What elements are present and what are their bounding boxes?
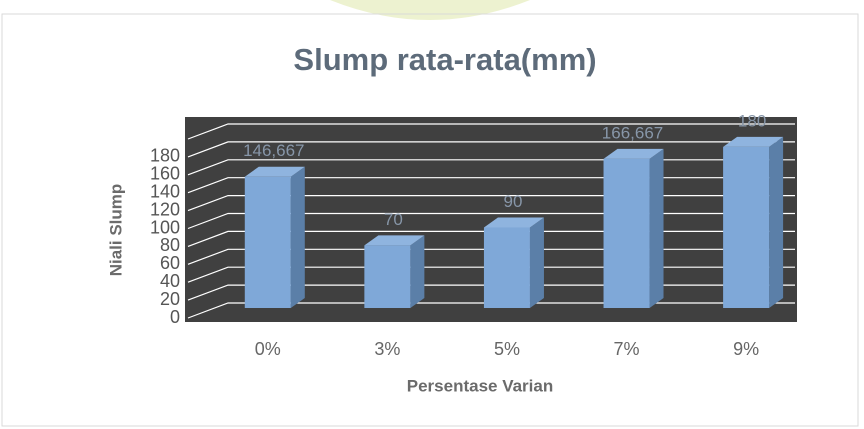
- bar-front: [483, 227, 530, 308]
- watermark: [330, 0, 530, 20]
- grid-frame: [187, 123, 795, 140]
- bar-top: [364, 235, 425, 246]
- y-tick-label: 140: [150, 181, 180, 201]
- bar-front: [244, 176, 291, 308]
- x-tick-label: 0%: [255, 339, 281, 359]
- y-tick-label: 60: [160, 253, 180, 273]
- y-tick-label: 20: [160, 289, 180, 309]
- y-tick-label: 160: [150, 164, 180, 184]
- x-tick-label: 9%: [733, 339, 759, 359]
- data-label: 70: [384, 210, 403, 229]
- y-tick-label: 0: [170, 307, 180, 327]
- bar-top: [723, 136, 784, 147]
- bar: [723, 136, 784, 308]
- y-axis-label: Niali Slump: [106, 184, 125, 277]
- bar-side: [769, 136, 784, 308]
- y-tick-label: 80: [160, 235, 180, 255]
- data-label: 146,667: [243, 141, 304, 160]
- x-tick-label: 3%: [374, 339, 400, 359]
- bar-front: [723, 146, 770, 308]
- y-tick-label: 180: [150, 146, 180, 166]
- bar-top: [244, 166, 305, 177]
- bar: [244, 166, 305, 308]
- x-axis-label: Persentase Varian: [407, 376, 553, 395]
- bar-front: [364, 245, 411, 308]
- bar-top: [483, 217, 544, 228]
- x-tick-label: 7%: [614, 339, 640, 359]
- data-label: 90: [503, 192, 522, 211]
- x-tick-label: 5%: [494, 339, 520, 359]
- bar-side: [290, 166, 305, 308]
- y-tick-label: 100: [150, 217, 180, 237]
- bar: [364, 235, 425, 308]
- y-tick-label: 120: [150, 199, 180, 219]
- data-label: 166,667: [602, 123, 663, 142]
- bar-side: [649, 148, 664, 308]
- bar: [603, 148, 664, 308]
- data-label: 180: [738, 111, 766, 130]
- bar-side: [529, 217, 544, 308]
- chart-border: [1, 13, 859, 427]
- bar-side: [410, 235, 425, 308]
- bar-front: [603, 158, 650, 308]
- grid-line: [187, 141, 795, 158]
- bar: [483, 217, 544, 308]
- y-tick-label: 40: [160, 271, 180, 291]
- chart-title: Slump rata-rata(mm): [293, 42, 596, 77]
- bar-top: [603, 148, 664, 159]
